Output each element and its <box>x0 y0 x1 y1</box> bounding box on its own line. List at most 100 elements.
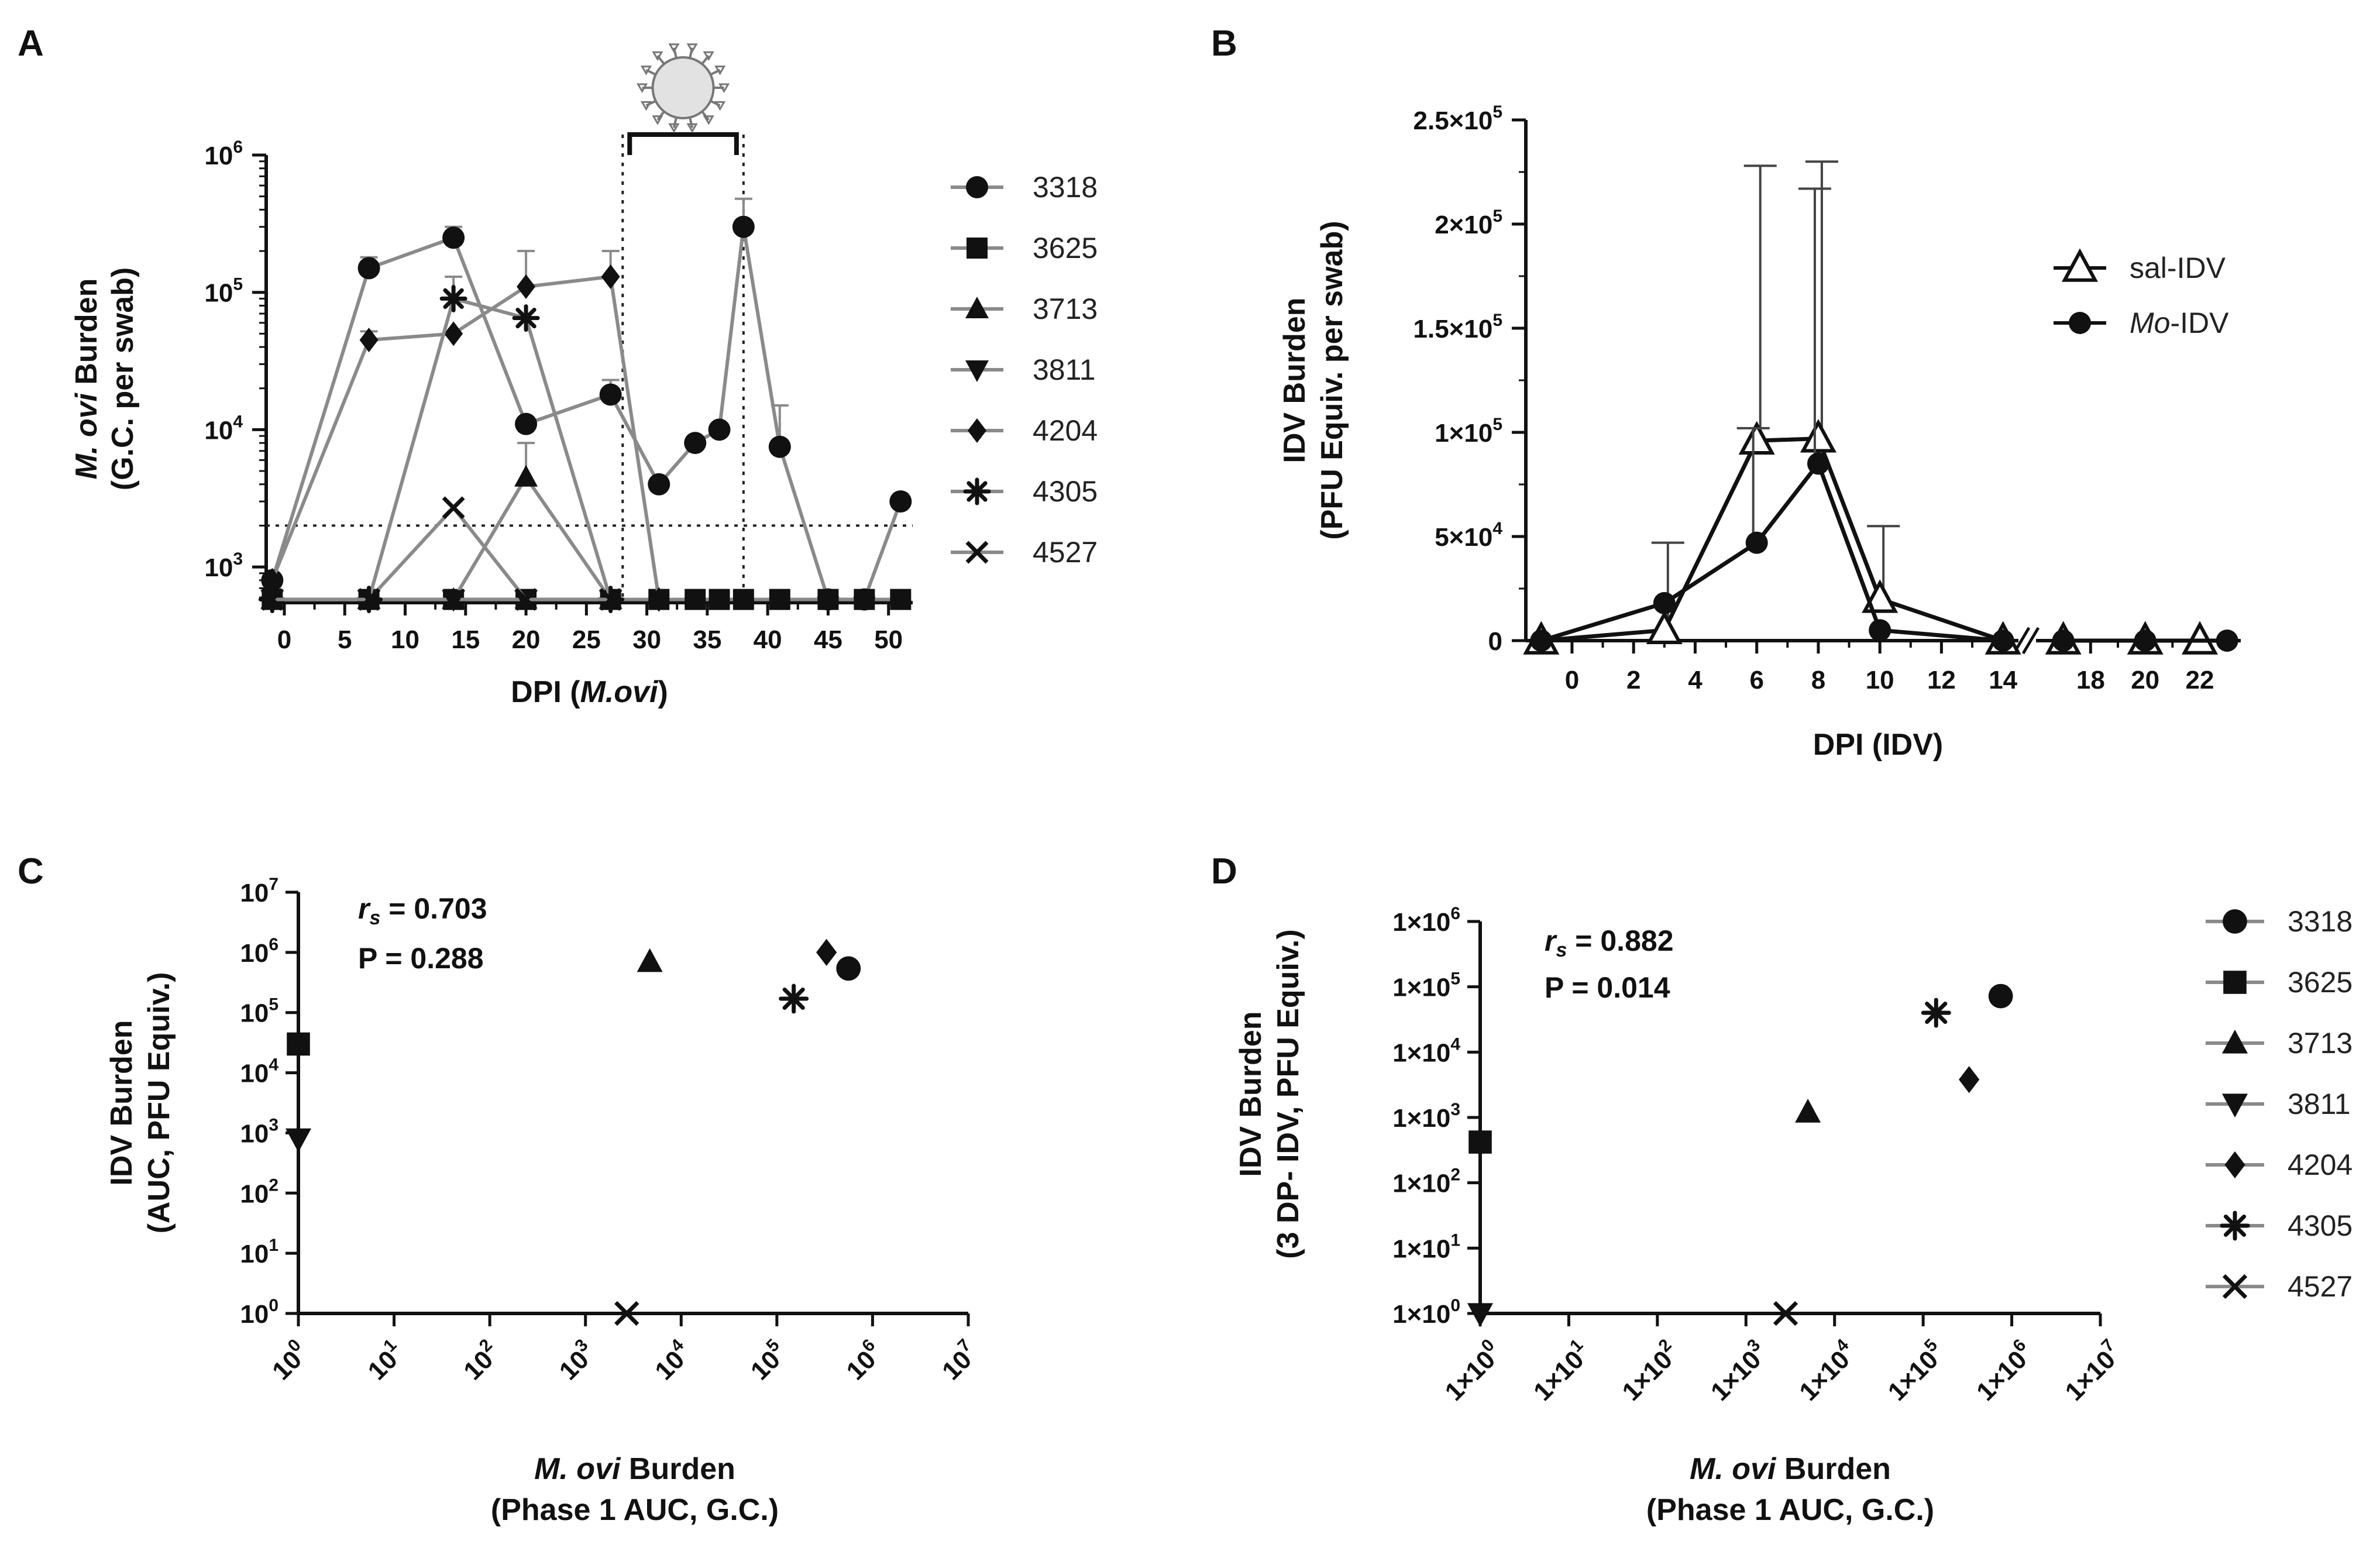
x-tick-label: 20 <box>2131 666 2159 694</box>
y-tick-label: 106 <box>204 137 243 170</box>
virus-spike-tip <box>686 123 698 133</box>
legend-label: 4305 <box>1033 475 1098 508</box>
series-line-4305 <box>272 296 613 601</box>
x-tick-label: 102 <box>455 1335 505 1385</box>
point-4527 <box>514 588 538 611</box>
x-axis-label: DPI (M.ovi) <box>511 675 668 709</box>
y-tick-label: 5×104 <box>1435 519 1502 552</box>
point-3713 <box>1795 1099 1821 1123</box>
y-axis-label-line2: (G.C. per swab) <box>106 267 140 490</box>
y-tick-label: 2.5×105 <box>1413 102 1503 135</box>
series-line-Mo-IDV <box>1540 459 2003 643</box>
legend-marker <box>2223 971 2247 994</box>
legend-item-3811: 3811 <box>951 353 1096 386</box>
panel-b-chart: 0 2 4 6 8 10 12 14 18 20 22 0 5×104 1×105 1.5×105 2×105… <box>1278 102 2241 762</box>
legend-label: 4527 <box>2288 1270 2353 1303</box>
stat-rs: rs = 0.882 <box>1545 924 1674 961</box>
y-tick-label: 1×104 <box>1392 1034 1460 1067</box>
virus-spike-tip <box>652 51 663 61</box>
legend-label: 3713 <box>1033 293 1098 325</box>
legend-label: 4204 <box>2288 1148 2353 1181</box>
point-3625 <box>685 589 706 610</box>
point-3811 <box>1467 1303 1493 1327</box>
x-axis-label-line2: (Phase 1 AUC, G.C.) <box>1646 1493 1934 1527</box>
x-tick-label: 101 <box>360 1335 410 1385</box>
point-4204 <box>444 321 463 346</box>
legend-label: 3318 <box>1033 171 1098 204</box>
y-axis-label: M. ovi Burden <box>70 278 104 480</box>
legend-item-Mo-IDV: Mo-IDV <box>2054 307 2229 339</box>
virus-spike-tip <box>668 123 680 133</box>
x-tick-label: 1×103 <box>1703 1335 1773 1406</box>
virus-spike-tip <box>640 101 652 111</box>
x-tick-label: 1×100 <box>1437 1335 1508 1406</box>
x-tick-label: 0 <box>277 625 291 654</box>
point-Mo-IDV <box>2134 630 2157 652</box>
y-tick-label: 1×105 <box>1392 969 1460 1002</box>
legend-item-4527: 4527 <box>2206 1270 2353 1303</box>
legend-item-3318: 3318 <box>2206 905 2353 938</box>
y-tick-label: 103 <box>240 1115 278 1148</box>
point-sal-IDV <box>1646 610 1683 644</box>
y-tick-label: 104 <box>240 1055 278 1088</box>
legend-item-sal-IDV: sal-IDV <box>2054 248 2226 284</box>
legend-item-4204: 4204 <box>2206 1148 2353 1181</box>
point-3625 <box>890 589 912 610</box>
point-Mo-IDV <box>2052 630 2075 652</box>
virus-spike <box>673 117 677 128</box>
y-tick-label: 104 <box>204 412 243 445</box>
y-tick-label: 1.5×105 <box>1413 311 1503 343</box>
virus-spike <box>689 117 694 128</box>
virus-spike-tip <box>640 66 652 75</box>
legend-marker <box>966 176 988 198</box>
point-3318 <box>768 435 791 458</box>
point-Mo-IDV <box>1530 630 1553 652</box>
stat-p: P = 0.014 <box>1545 971 1670 1004</box>
x-tick-label: 22 <box>2186 666 2214 694</box>
point-4527 <box>442 496 465 520</box>
series-line-3318 <box>270 226 903 601</box>
stat-p: P = 0.288 <box>358 942 484 975</box>
point-3625 <box>1468 1130 1492 1154</box>
x-axis-label: DPI (IDV) <box>1813 728 1943 762</box>
x-tick-label: 1×104 <box>1791 1335 1862 1406</box>
point-3713 <box>514 465 538 487</box>
point-3318 <box>515 412 538 435</box>
legend-marker <box>2222 1029 2248 1054</box>
point-4204 <box>359 328 379 353</box>
x-tick-label: 40 <box>754 625 782 654</box>
virus-spike-tip <box>686 43 698 53</box>
point-3625 <box>287 1032 310 1056</box>
series-line-3713 <box>272 474 613 601</box>
y-tick-label: 1×102 <box>1392 1165 1460 1198</box>
point-3625 <box>817 589 839 610</box>
x-axis-label: M. ovi Burden <box>534 1452 735 1486</box>
x-tick-label: 1×102 <box>1614 1335 1684 1406</box>
x-tick-label: 103 <box>551 1335 601 1385</box>
x-axis-label: M. ovi Burden <box>1690 1452 1891 1486</box>
x-tick-label: 105 <box>742 1335 793 1385</box>
point-Mo-IDV <box>1869 619 1891 642</box>
point-4527 <box>614 1301 639 1326</box>
x-tick-label: 10 <box>391 625 419 654</box>
point-3318 <box>836 956 861 981</box>
point-4204 <box>263 568 282 593</box>
y-tick-label: 102 <box>240 1175 278 1208</box>
x-tick-label: 25 <box>572 625 601 654</box>
point-4204 <box>1959 1066 1980 1093</box>
legend-item-4305: 4305 <box>951 475 1098 508</box>
legend-item-3625: 3625 <box>951 232 1098 264</box>
point-3811 <box>442 590 466 612</box>
y-axis-label-line2: (AUC, PFU Equiv.) <box>142 972 176 1234</box>
y-axis-label: IDV Burden <box>105 1020 139 1185</box>
x-tick-label: 1×107 <box>2057 1335 2128 1406</box>
point-3713 <box>637 948 663 972</box>
legend-label: 3625 <box>2288 966 2353 999</box>
point-4527 <box>1773 1301 1798 1326</box>
legend-item-4305: 4305 <box>2206 1209 2353 1242</box>
x-axis-label-line2: (Phase 1 AUC, G.C.) <box>491 1493 779 1527</box>
x-tick-label: 107 <box>934 1335 984 1385</box>
point-3318 <box>357 257 380 280</box>
legend-marker <box>963 477 991 505</box>
y-tick-label: 105 <box>240 995 278 1028</box>
